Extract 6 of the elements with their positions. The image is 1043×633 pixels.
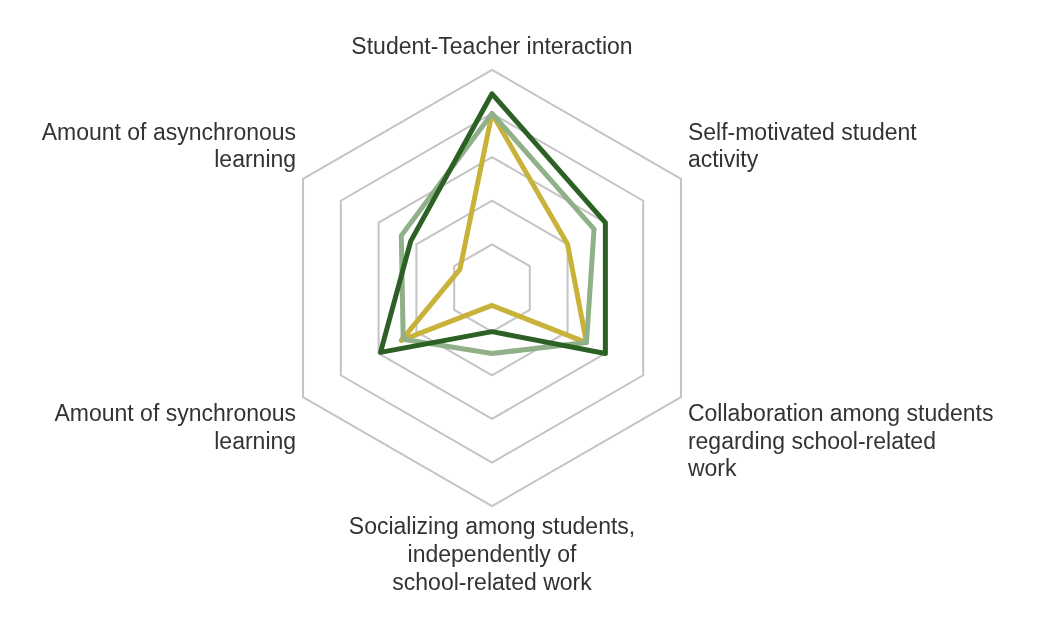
spoke-label: Amount of synchronous learning (54, 400, 297, 454)
spoke-label: Self-motivated student activity (687, 118, 918, 173)
spoke-label: Student-Teacher interaction (351, 33, 633, 60)
spoke-label: Socializing among students, independently of school-related work (348, 513, 636, 595)
spoke-label: Amount of asynchronous learning (41, 118, 297, 173)
spoke-label: Collaboration among students regarding school-related work (686, 400, 994, 482)
